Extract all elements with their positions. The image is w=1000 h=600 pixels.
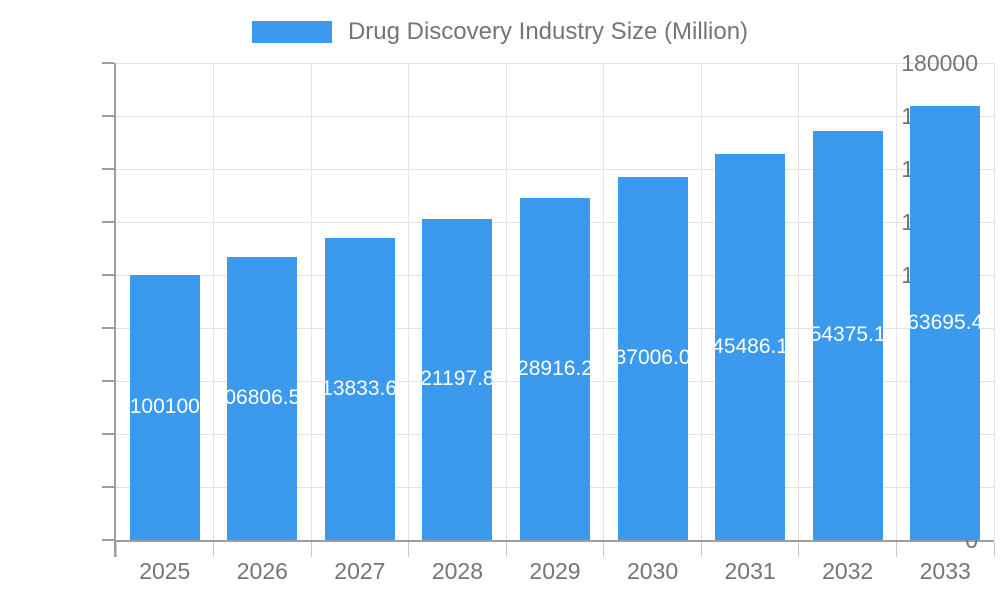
bar-value-label: 100100 [129,395,200,419]
x-axis-label-2031: 2031 [724,558,776,584]
bar-2026[interactable]: 106806.55 [227,256,298,540]
x-axis-line [114,540,994,542]
gridline-vertical [408,63,410,540]
x-axis-label-2028: 2028 [431,558,484,584]
bar-value-label: 128916.25 [520,357,590,381]
x-axis-tick [993,542,995,557]
y-axis-tick [102,327,114,329]
bar-2033[interactable]: 163695.45 [910,106,981,540]
bar-2031[interactable]: 145486.15 [715,154,786,540]
y-axis-tick [102,115,114,117]
legend-label: Drug Discovery Industry Size (Million) [347,18,749,45]
bar-value-label: 163695.45 [910,311,981,335]
gridline-vertical [310,63,312,540]
gridline-vertical [798,63,800,540]
bar-value-label: 106806.55 [227,386,298,410]
gridline-vertical [700,63,702,540]
gridline-vertical [993,63,995,540]
bar-2029[interactable]: 128916.25 [520,198,590,540]
y-axis-tick [102,433,114,435]
y-axis-tick [102,539,114,541]
x-axis-label-2029: 2029 [529,558,581,584]
gridline-vertical [895,63,897,540]
bar-value-label: 137006.05 [617,346,688,370]
plot-area: 0200004000060000800001000001200001400001… [102,50,995,584]
gridline-vertical [505,63,507,540]
x-axis-tick [895,542,897,557]
legend-swatch [251,21,332,43]
x-axis-label-2027: 2027 [334,558,386,584]
y-axis-label: 180000 [901,50,978,76]
x-axis-tick [213,542,215,557]
x-axis-tick [115,542,117,557]
x-axis-tick [310,542,312,557]
y-axis-line [114,63,116,557]
chart-legend[interactable]: Drug Discovery Industry Size (Million) [0,14,1000,50]
bar-value-label: 121197.85 [422,367,493,391]
x-axis-tick [603,542,605,557]
bar-2028[interactable]: 121197.85 [422,218,493,540]
x-axis-tick [700,542,702,557]
bar-2027[interactable]: 113833.68 [324,238,395,540]
gridline-vertical [603,63,605,540]
y-axis-tick [102,221,114,223]
y-axis-tick [102,168,114,170]
y-axis-tick [102,486,114,488]
bar-value-label: 113833.68 [324,377,395,401]
x-axis-label-2032: 2032 [822,558,874,584]
x-axis-tick [505,542,507,557]
gridline-vertical [213,63,215,540]
x-axis-tick [798,542,800,557]
y-axis-tick [102,380,114,382]
y-axis-tick [102,274,114,276]
bar-value-label: 145486.15 [715,335,786,359]
x-axis-label-2026: 2026 [236,558,288,584]
x-axis-label-2025: 2025 [139,558,191,584]
x-axis-label-2030: 2030 [626,558,679,584]
bar-2025[interactable]: 100100 [129,274,200,540]
bar-2030[interactable]: 137006.05 [617,176,688,540]
gridline-horizontal [116,62,994,64]
gridline-horizontal [116,115,994,117]
y-axis-tick [102,62,114,64]
x-axis-tick [408,542,410,557]
gridline-horizontal [116,168,994,170]
x-axis-label-2033: 2033 [919,558,971,584]
